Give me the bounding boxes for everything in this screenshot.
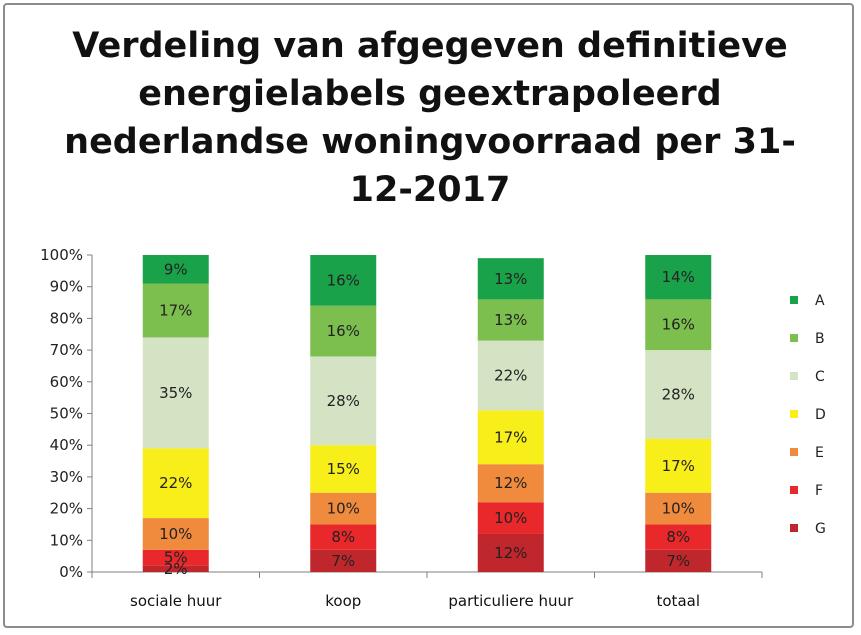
bar-segment-d — [645, 438, 712, 493]
x-category-label: particuliere huur — [448, 592, 574, 610]
bar-segment-f — [142, 549, 209, 566]
bar-segment-a — [645, 255, 712, 300]
legend-label-a: A — [815, 293, 825, 309]
y-tick-label: 10% — [50, 531, 83, 549]
data-label-a: 14% — [662, 268, 695, 286]
bar-segment-g — [645, 549, 712, 572]
legend-swatch-f — [790, 486, 798, 494]
bar-segment-f — [310, 524, 377, 550]
legend-swatch-c — [790, 372, 798, 380]
bar-segment-b — [142, 283, 209, 338]
chart-title-line-2: energielabels geextrapoleerd — [138, 74, 722, 114]
data-label-c: 35% — [159, 384, 192, 402]
chart-title-line-4: 12-2017 — [349, 170, 511, 210]
data-label-d: 15% — [327, 460, 360, 478]
y-tick-label: 80% — [50, 309, 83, 327]
bar-segment-c — [142, 337, 209, 449]
data-label-b: 13% — [494, 311, 527, 329]
bar-segment-g — [477, 533, 544, 572]
legend-label-d: D — [815, 407, 826, 423]
data-label-a: 9% — [164, 260, 188, 278]
y-tick-label: 40% — [50, 436, 83, 454]
bar-segment-f — [477, 502, 544, 534]
data-label-f: 5% — [164, 549, 188, 567]
data-label-g: 2% — [164, 560, 188, 578]
legend-swatch-g — [790, 524, 798, 532]
data-label-e: 10% — [662, 500, 695, 518]
legend-label-b: B — [815, 331, 825, 347]
legend-swatch-b — [790, 334, 798, 342]
data-label-a: 13% — [494, 270, 527, 288]
data-label-c: 28% — [327, 392, 360, 410]
data-label-b: 17% — [159, 301, 192, 319]
data-label-c: 22% — [494, 366, 527, 384]
data-label-g: 7% — [666, 552, 690, 570]
x-category-label: sociale huur — [130, 592, 222, 610]
data-label-c: 28% — [662, 385, 695, 403]
bar-segment-b — [310, 305, 377, 357]
bar-segment-e — [310, 492, 377, 525]
data-label-b: 16% — [327, 322, 360, 340]
bar-segment-c — [477, 340, 544, 411]
data-label-d: 17% — [662, 457, 695, 475]
bar-segment-e — [477, 464, 544, 503]
chart-title-line-3: nederlandse woningvoorraad per 31- — [64, 122, 796, 162]
bar-segment-a — [310, 255, 377, 306]
legend-label-g: G — [815, 521, 826, 537]
data-label-f: 8% — [666, 528, 690, 546]
y-tick-label: 90% — [50, 278, 83, 296]
bar-segment-a — [142, 255, 209, 284]
bar-segment-c — [645, 350, 712, 439]
bar-segment-f — [645, 524, 712, 550]
legend-label-f: F — [815, 483, 823, 499]
bar-segment-a — [477, 258, 544, 300]
data-label-g: 12% — [494, 544, 527, 562]
y-tick-label: 70% — [50, 341, 83, 359]
bar-segment-d — [477, 410, 544, 465]
data-label-e: 12% — [494, 474, 527, 492]
data-label-g: 7% — [331, 552, 355, 570]
chart-title-line-1: Verdeling van afgegeven definitieve — [72, 26, 788, 66]
bar-segment-e — [142, 518, 209, 550]
bar-segment-d — [310, 445, 377, 493]
y-tick-label: 100% — [40, 246, 83, 264]
y-tick-label: 20% — [50, 500, 83, 518]
legend-swatch-d — [790, 410, 798, 418]
y-tick-label: 30% — [50, 468, 83, 486]
legend-label-e: E — [815, 445, 824, 461]
x-category-label: koop — [325, 592, 361, 610]
bar-segment-b — [645, 299, 712, 351]
bar-segment-g — [142, 565, 209, 572]
legend-swatch-a — [790, 296, 798, 304]
data-label-e: 10% — [159, 525, 192, 543]
data-label-e: 10% — [327, 500, 360, 518]
bar-segment-d — [142, 448, 209, 519]
bar-segment-e — [645, 492, 712, 525]
data-label-f: 10% — [494, 509, 527, 527]
y-tick-label: 0% — [59, 563, 83, 581]
data-label-d: 22% — [159, 474, 192, 492]
x-category-label: totaal — [657, 592, 701, 610]
y-tick-label: 50% — [50, 405, 83, 423]
bar-segment-c — [310, 356, 377, 446]
bar-segment-b — [477, 299, 544, 341]
data-label-f: 8% — [331, 528, 355, 546]
legend-swatch-e — [790, 448, 798, 456]
data-label-d: 17% — [494, 428, 527, 446]
data-label-b: 16% — [662, 316, 695, 334]
bar-segment-g — [310, 549, 377, 572]
y-tick-label: 60% — [50, 373, 83, 391]
data-label-a: 16% — [327, 271, 360, 289]
legend-label-c: C — [815, 369, 825, 385]
chart-title: Verdeling van afgegeven definitieve ener… — [60, 22, 800, 214]
